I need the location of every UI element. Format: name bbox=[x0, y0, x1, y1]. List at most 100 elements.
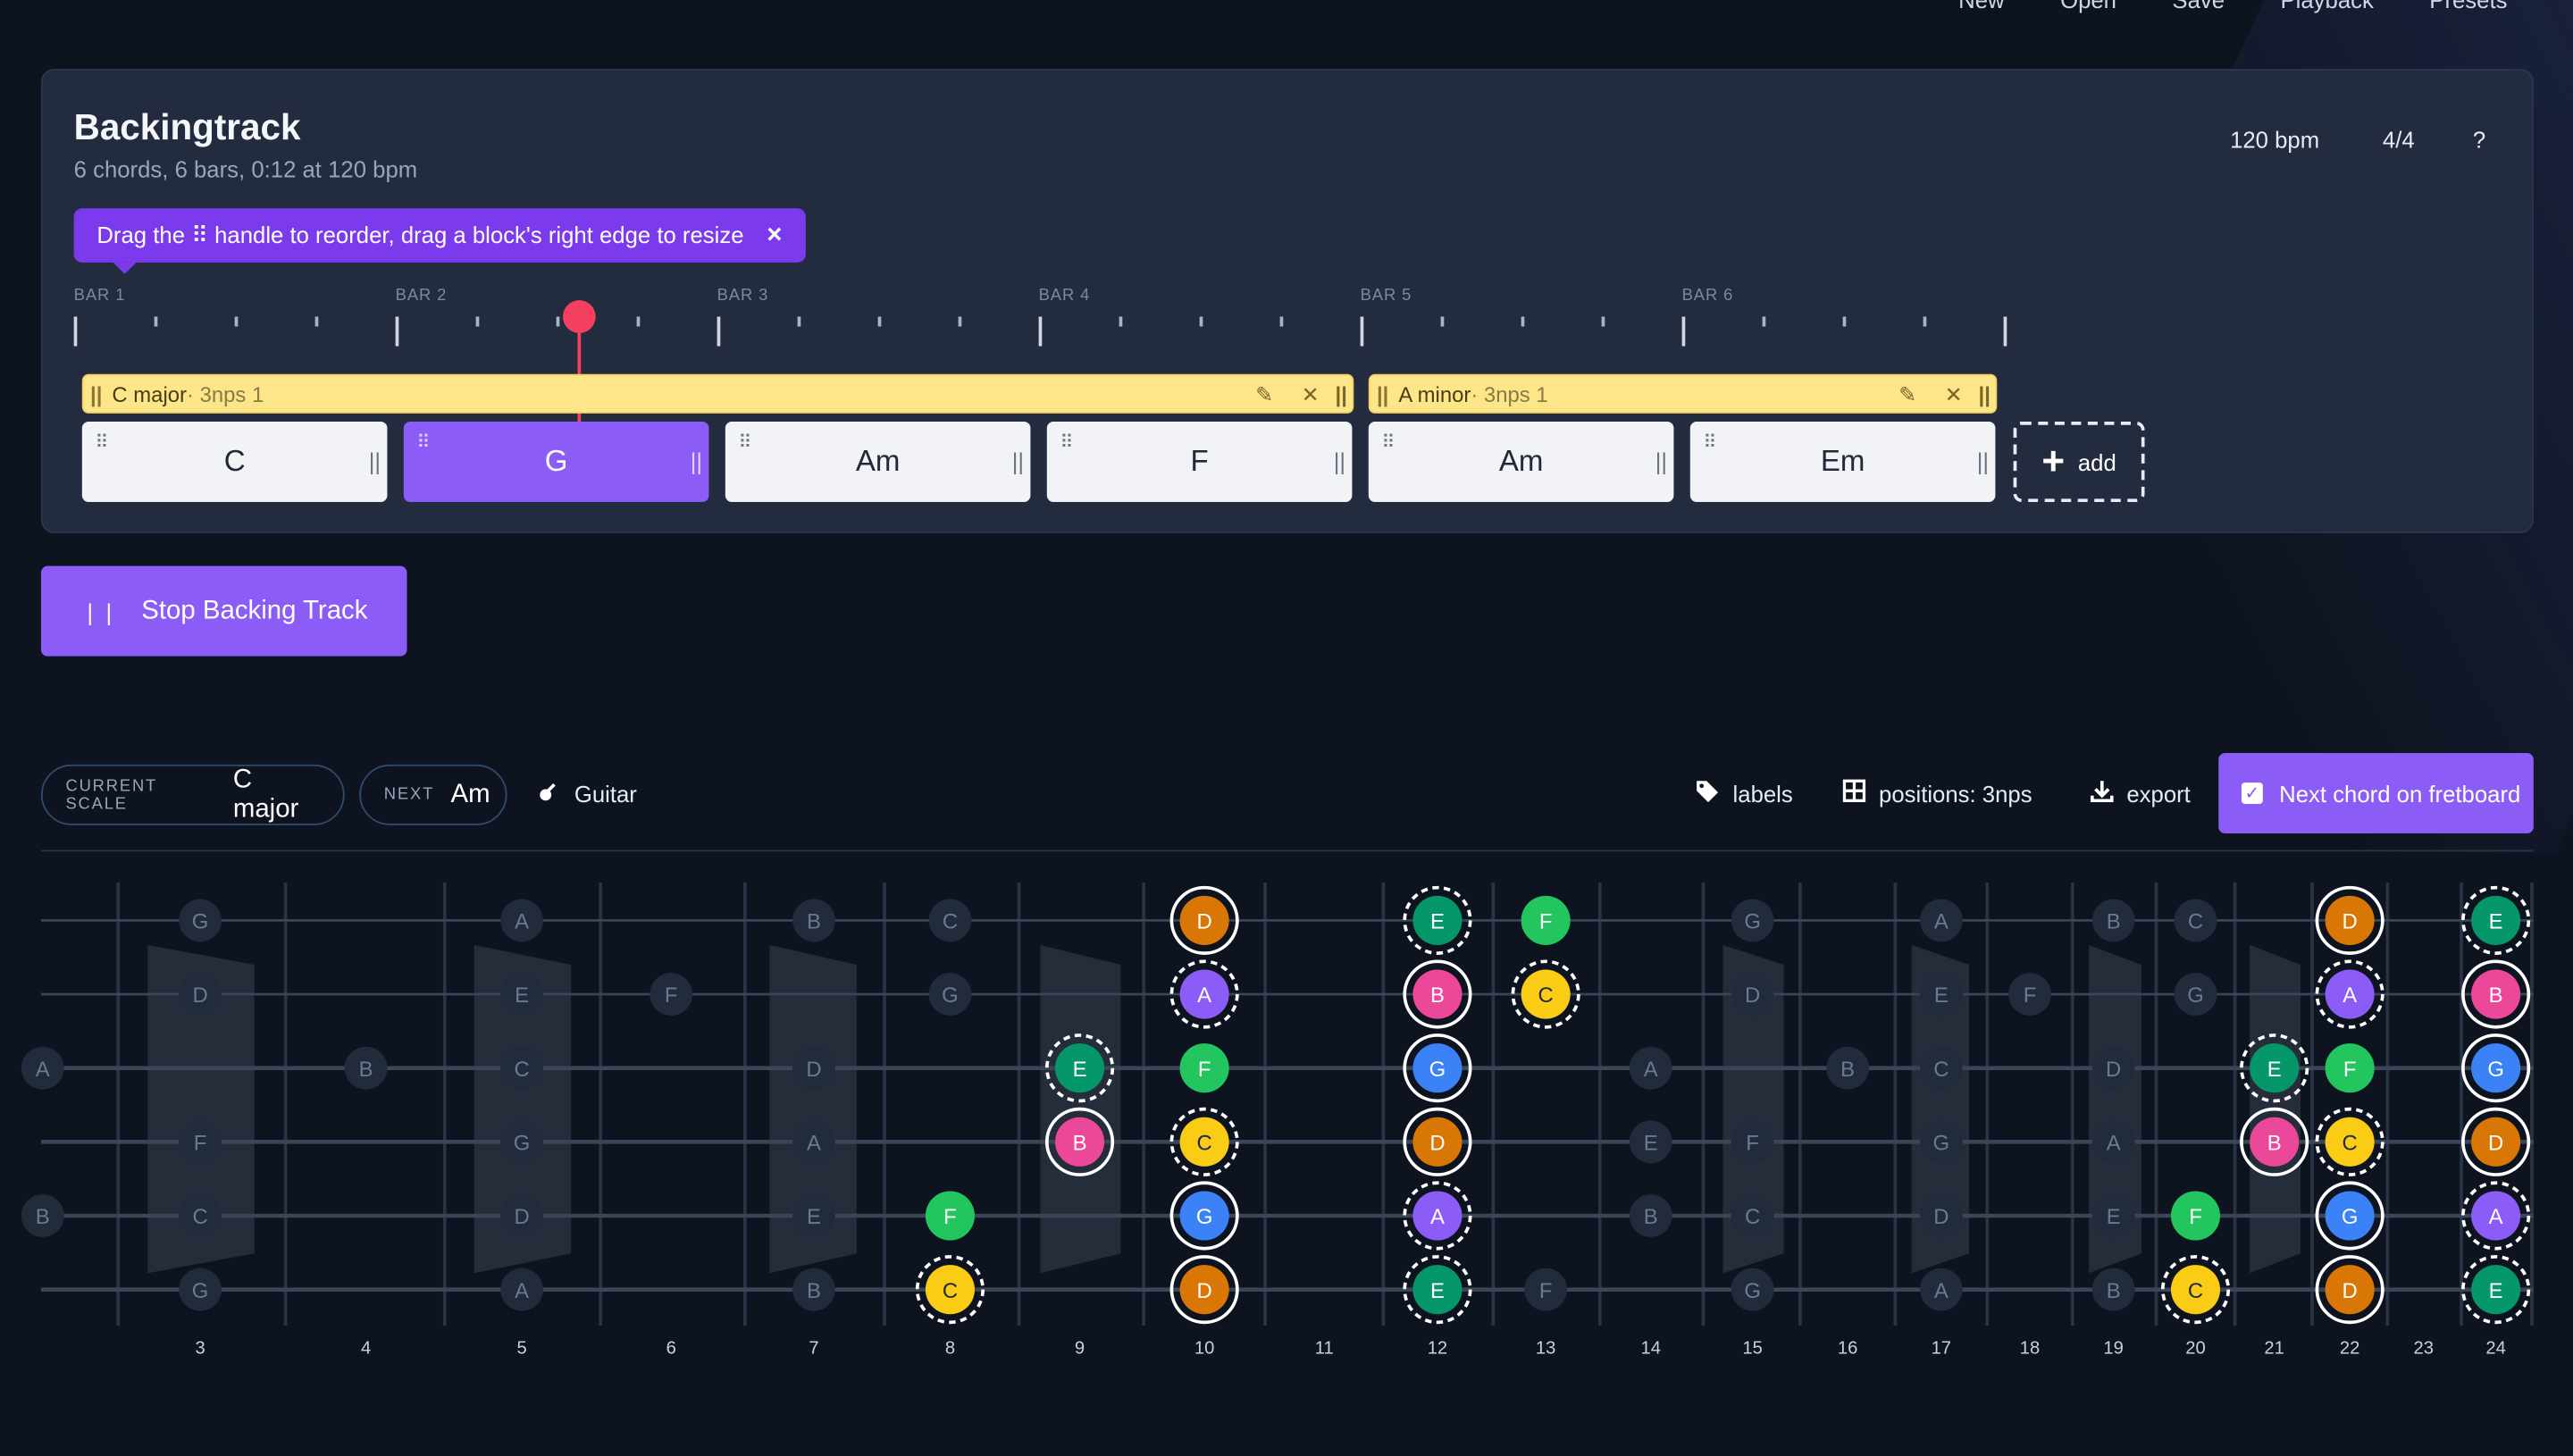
fret-note[interactable] bbox=[1412, 1117, 1463, 1167]
fret-note[interactable] bbox=[1412, 1265, 1463, 1315]
checkbox-icon[interactable]: ✓ bbox=[2241, 782, 2263, 804]
fret-note[interactable] bbox=[1731, 899, 1774, 942]
fret-note[interactable] bbox=[1521, 969, 1571, 1019]
fret-note[interactable] bbox=[1731, 1268, 1774, 1311]
fret-note[interactable] bbox=[650, 973, 693, 1016]
resize-handle-icon[interactable]: || bbox=[1333, 448, 1346, 474]
fret-note[interactable] bbox=[2091, 899, 2135, 942]
fret-note[interactable] bbox=[1412, 1043, 1463, 1093]
fret-note[interactable] bbox=[21, 1194, 64, 1237]
fret-note[interactable] bbox=[1179, 1265, 1229, 1315]
fret-note[interactable] bbox=[1629, 1046, 1672, 1090]
fret-note[interactable] bbox=[2091, 1046, 2135, 1090]
fret-note[interactable] bbox=[2170, 1265, 2221, 1315]
fret-note[interactable] bbox=[179, 1268, 222, 1311]
next-scale-selector[interactable]: NEXT Am bbox=[359, 764, 507, 825]
fret-note[interactable] bbox=[2471, 969, 2521, 1019]
fret-note[interactable] bbox=[2325, 1191, 2375, 1241]
fret-note[interactable] bbox=[1919, 1120, 1963, 1164]
playhead-handle[interactable] bbox=[562, 300, 596, 333]
fret-note[interactable] bbox=[2325, 1117, 2375, 1167]
menu-save[interactable]: Save bbox=[2172, 0, 2225, 13]
chord-block[interactable]: ⠿ F || bbox=[1046, 422, 1353, 503]
scale-section[interactable]: || A minor · 3nps 1 ✎ ✕ || bbox=[1368, 373, 1998, 414]
close-icon[interactable]: × bbox=[767, 221, 783, 249]
fret-note[interactable] bbox=[1629, 1194, 1672, 1237]
fret-note[interactable] bbox=[928, 973, 972, 1016]
fret-note[interactable] bbox=[2471, 1191, 2521, 1241]
help-button[interactable]: ? bbox=[2472, 126, 2486, 153]
fret-note[interactable] bbox=[500, 1194, 543, 1237]
stop-backing-track-button[interactable]: | | Stop Backing Track bbox=[40, 565, 407, 657]
fret-note[interactable] bbox=[792, 1046, 835, 1090]
resize-handle-icon[interactable]: || bbox=[1011, 448, 1025, 474]
fret-note[interactable] bbox=[500, 1120, 543, 1164]
pencil-icon[interactable]: ✎ bbox=[1898, 381, 1917, 407]
fret-note[interactable] bbox=[2471, 895, 2521, 945]
fret-note[interactable] bbox=[1731, 973, 1774, 1016]
export-button[interactable]: export bbox=[2090, 779, 2191, 807]
fret-note[interactable] bbox=[2174, 973, 2217, 1016]
fret-note[interactable] bbox=[2091, 1194, 2135, 1237]
pencil-icon[interactable]: ✎ bbox=[1255, 381, 1274, 407]
drag-handle-icon[interactable]: ⠿ bbox=[1703, 432, 1716, 453]
fret-note[interactable] bbox=[500, 1268, 543, 1311]
drag-handle-icon[interactable]: ⠿ bbox=[1381, 432, 1395, 453]
fret-note[interactable] bbox=[1412, 1191, 1463, 1241]
fret-note[interactable] bbox=[500, 899, 543, 942]
fret-note[interactable] bbox=[2174, 899, 2217, 942]
fret-note[interactable] bbox=[792, 899, 835, 942]
resize-handle-icon[interactable]: || bbox=[368, 448, 381, 474]
fret-note[interactable] bbox=[2091, 1268, 2135, 1311]
fret-note[interactable] bbox=[500, 973, 543, 1016]
fret-note[interactable] bbox=[1412, 895, 1463, 945]
fret-note[interactable] bbox=[1919, 1194, 1963, 1237]
fret-note[interactable] bbox=[1054, 1117, 1105, 1167]
fret-note[interactable] bbox=[1919, 973, 1963, 1016]
fret-note[interactable] bbox=[2170, 1191, 2221, 1241]
chord-block[interactable]: ⠿ C || bbox=[81, 422, 388, 503]
fret-note[interactable] bbox=[2325, 895, 2375, 945]
fret-note[interactable] bbox=[1919, 1046, 1963, 1090]
fret-note[interactable] bbox=[179, 973, 222, 1016]
fret-note[interactable] bbox=[1412, 969, 1463, 1019]
fret-note[interactable] bbox=[2471, 1043, 2521, 1093]
fret-note[interactable] bbox=[1524, 1268, 1568, 1311]
drag-handle-icon[interactable]: || bbox=[1376, 381, 1389, 406]
fret-note[interactable] bbox=[2008, 973, 2051, 1016]
fret-note[interactable] bbox=[1521, 895, 1571, 945]
positions-button[interactable]: positions: 3nps bbox=[1842, 779, 2032, 807]
menu-open[interactable]: Open bbox=[2060, 0, 2116, 13]
chord-block[interactable]: ⠿ Em || bbox=[1689, 422, 1996, 503]
next-chord-toggle[interactable]: ✓ Next chord on fretboard bbox=[2218, 753, 2534, 834]
fret-note[interactable] bbox=[925, 1265, 975, 1315]
fret-note[interactable] bbox=[928, 899, 972, 942]
fret-note[interactable] bbox=[500, 1046, 543, 1090]
add-chord-button[interactable]: + add bbox=[2013, 422, 2145, 503]
fret-note[interactable] bbox=[179, 1120, 222, 1164]
fret-note[interactable] bbox=[1179, 1117, 1229, 1167]
bpm-control[interactable]: 120 bpm bbox=[2230, 126, 2320, 153]
fret-note[interactable] bbox=[179, 1194, 222, 1237]
fret-note[interactable] bbox=[1629, 1120, 1672, 1164]
fret-note[interactable] bbox=[1054, 1043, 1105, 1093]
chord-block[interactable]: ⠿ G || bbox=[403, 422, 709, 503]
fret-note[interactable] bbox=[2250, 1043, 2300, 1093]
chord-block[interactable]: ⠿ Am || bbox=[725, 422, 1031, 503]
fret-note[interactable] bbox=[2471, 1265, 2521, 1315]
drag-handle-icon[interactable]: ⠿ bbox=[416, 432, 431, 453]
current-scale-selector[interactable]: CURRENT SCALE C major bbox=[40, 764, 345, 825]
fret-note[interactable] bbox=[21, 1046, 64, 1090]
fret-note[interactable] bbox=[925, 1191, 975, 1241]
fret-note[interactable] bbox=[344, 1046, 388, 1090]
labels-button[interactable]: labels bbox=[1695, 779, 1793, 807]
menu-playback[interactable]: Playback bbox=[2280, 0, 2374, 13]
chord-block[interactable]: ⠿ Am || bbox=[1368, 422, 1674, 503]
resize-handle-icon[interactable]: || bbox=[1335, 381, 1347, 407]
fret-note[interactable] bbox=[1179, 895, 1229, 945]
scale-section[interactable]: || C major · 3nps 1 ✎ ✕ || bbox=[81, 373, 1354, 414]
fret-note[interactable] bbox=[2325, 969, 2375, 1019]
fret-note[interactable] bbox=[1179, 969, 1229, 1019]
delete-icon[interactable]: ✕ bbox=[1301, 381, 1320, 407]
fret-note[interactable] bbox=[2325, 1265, 2375, 1315]
